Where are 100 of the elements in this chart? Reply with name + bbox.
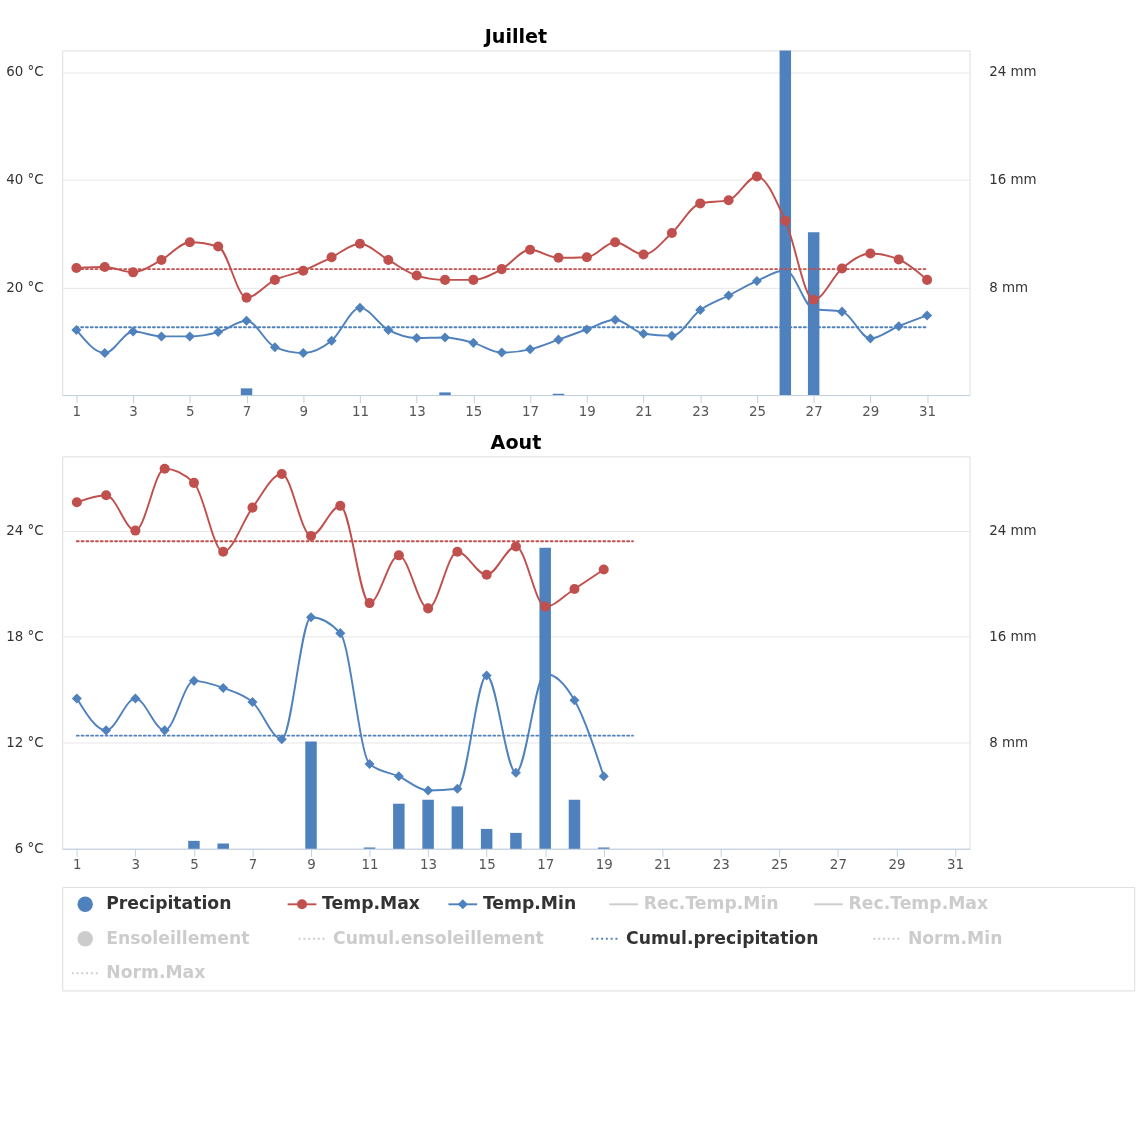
x-tick-label: 25: [748, 403, 766, 419]
point: [638, 328, 649, 339]
point: [213, 327, 224, 338]
point: [423, 785, 434, 796]
point: [510, 767, 521, 778]
point: [581, 252, 592, 263]
point: [723, 195, 734, 206]
point: [101, 725, 112, 736]
point: [298, 348, 309, 359]
point: [354, 302, 365, 313]
x-tick-label: 21: [654, 857, 672, 873]
point: [610, 314, 621, 325]
bar: [393, 803, 405, 849]
point: [610, 237, 621, 248]
x-tick-label: 3: [129, 403, 138, 419]
point: [496, 347, 507, 358]
point: [326, 252, 337, 263]
x-tick-label: 5: [190, 857, 199, 873]
point: [510, 541, 521, 552]
x-tick-label: 5: [186, 403, 195, 419]
point: [130, 525, 141, 536]
point: [184, 331, 195, 342]
point: [666, 330, 677, 341]
x-tick-label: 29: [862, 403, 880, 419]
point: [269, 342, 280, 353]
point: [452, 546, 463, 557]
bar: [439, 392, 451, 396]
point: [553, 252, 564, 263]
point: [723, 290, 734, 301]
point: [71, 497, 82, 508]
point: [780, 215, 791, 226]
point: [808, 294, 819, 305]
point: [411, 270, 422, 281]
point: [540, 601, 551, 612]
point: [276, 469, 287, 480]
point: [837, 306, 848, 317]
x-tick-label: 31: [946, 857, 964, 873]
point: [525, 344, 536, 355]
bar: [510, 832, 522, 849]
point: [335, 500, 346, 511]
legend-label: Temp.Min: [482, 893, 577, 914]
point: [922, 310, 933, 321]
point: [306, 530, 317, 541]
point: [71, 324, 82, 335]
y-tick-label: 20 °C: [6, 279, 44, 295]
x-tick-label: 23: [712, 857, 730, 873]
point: [101, 490, 112, 501]
y2-tick-label: 8 mm: [989, 279, 1029, 295]
point: [188, 675, 199, 686]
point: [364, 758, 375, 769]
x-tick-label: 27: [829, 857, 847, 873]
legend-label: Temp.Max: [322, 893, 420, 914]
x-tick-label: 19: [578, 403, 596, 419]
point: [751, 275, 762, 286]
x-tick-label: 17: [537, 857, 555, 873]
point: [306, 612, 317, 623]
point: [553, 334, 564, 345]
y-tick-label: 60 °C: [6, 64, 44, 80]
x-tick-label: 25: [771, 857, 789, 873]
point: [247, 502, 258, 513]
point: [159, 463, 170, 474]
x-tick-label: 1: [72, 403, 82, 419]
x-tick-label: 9: [307, 857, 316, 873]
x-tick-label: 3: [131, 857, 141, 873]
x-tick-label: 31: [919, 403, 937, 419]
point: [184, 237, 195, 248]
point: [335, 628, 346, 639]
y2-tick-label: 16 mm: [989, 172, 1037, 188]
y2-tick-label: 24 mm: [989, 522, 1037, 538]
x-tick-label: 11: [351, 403, 369, 419]
x-tick-label: 11: [361, 857, 379, 873]
point: [218, 682, 229, 693]
bar: [217, 843, 229, 849]
point: [695, 198, 706, 209]
point: [130, 693, 141, 704]
x-tick-label: 19: [595, 857, 613, 873]
x-tick-label: 17: [522, 403, 540, 419]
bar: [188, 840, 200, 849]
point: [440, 332, 451, 343]
point: [393, 771, 404, 782]
y-tick-label: 18 °C: [6, 628, 44, 644]
point: [128, 326, 139, 337]
point: [893, 254, 904, 265]
point: [452, 783, 463, 794]
y2-tick-label: 8 mm: [989, 735, 1029, 751]
x-tick-label: 13: [408, 403, 426, 419]
point: [865, 248, 876, 259]
point: [423, 603, 434, 614]
bar: [305, 741, 317, 849]
point: [598, 771, 609, 782]
point: [481, 670, 492, 681]
point: [71, 263, 82, 274]
point: [569, 583, 580, 594]
bar: [568, 799, 581, 849]
point: [241, 292, 252, 303]
point: [666, 228, 677, 239]
point: [695, 305, 706, 316]
point: [865, 333, 876, 344]
point: [156, 331, 167, 342]
point: [364, 598, 375, 609]
